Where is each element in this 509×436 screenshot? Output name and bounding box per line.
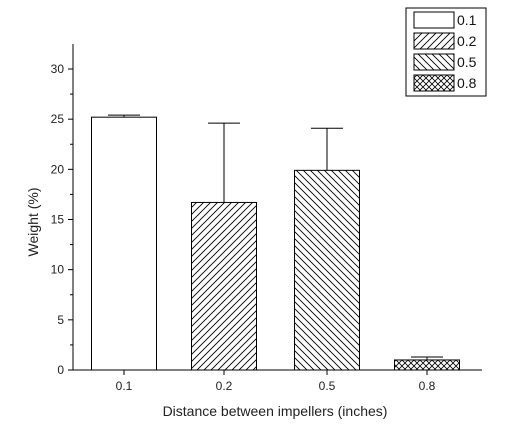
legend: 0.1 0.2 0.5 0.8 <box>405 7 487 97</box>
bar-0-1 <box>91 116 157 371</box>
y-tick-label: 15 <box>51 213 65 227</box>
legend-swatch <box>413 53 455 71</box>
legend-label: 0.2 <box>457 33 477 49</box>
x-tick-label: 0.8 <box>419 379 436 393</box>
legend-swatch <box>413 32 455 50</box>
y-tick-label: 25 <box>51 112 65 126</box>
plot-area: 0 5 10 15 20 25 30 0.1 0.2 0.5 0.8 <box>51 44 482 393</box>
x-tick-label: 0.2 <box>216 379 233 393</box>
legend-label: 0.1 <box>457 12 477 28</box>
legend-label: 0.5 <box>457 54 477 70</box>
legend-swatch <box>413 11 455 29</box>
bar-0-5 <box>294 169 360 371</box>
y-tick-label: 5 <box>57 313 64 327</box>
legend-swatch <box>413 74 455 92</box>
bar-0-2 <box>191 201 257 371</box>
legend-label: 0.8 <box>457 75 477 91</box>
y-axis-label: Weight (%) <box>25 188 41 257</box>
y-tick-label: 20 <box>51 162 65 176</box>
y-tick-label: 10 <box>51 263 65 277</box>
y-tick-label: 0 <box>57 363 64 377</box>
x-tick-label: 0.1 <box>116 379 133 393</box>
x-axis-label: Distance between impellers (inches) <box>163 403 388 419</box>
bar-0-8 <box>394 359 460 371</box>
y-tick-label: 30 <box>51 62 65 76</box>
x-tick-label: 0.5 <box>319 379 336 393</box>
